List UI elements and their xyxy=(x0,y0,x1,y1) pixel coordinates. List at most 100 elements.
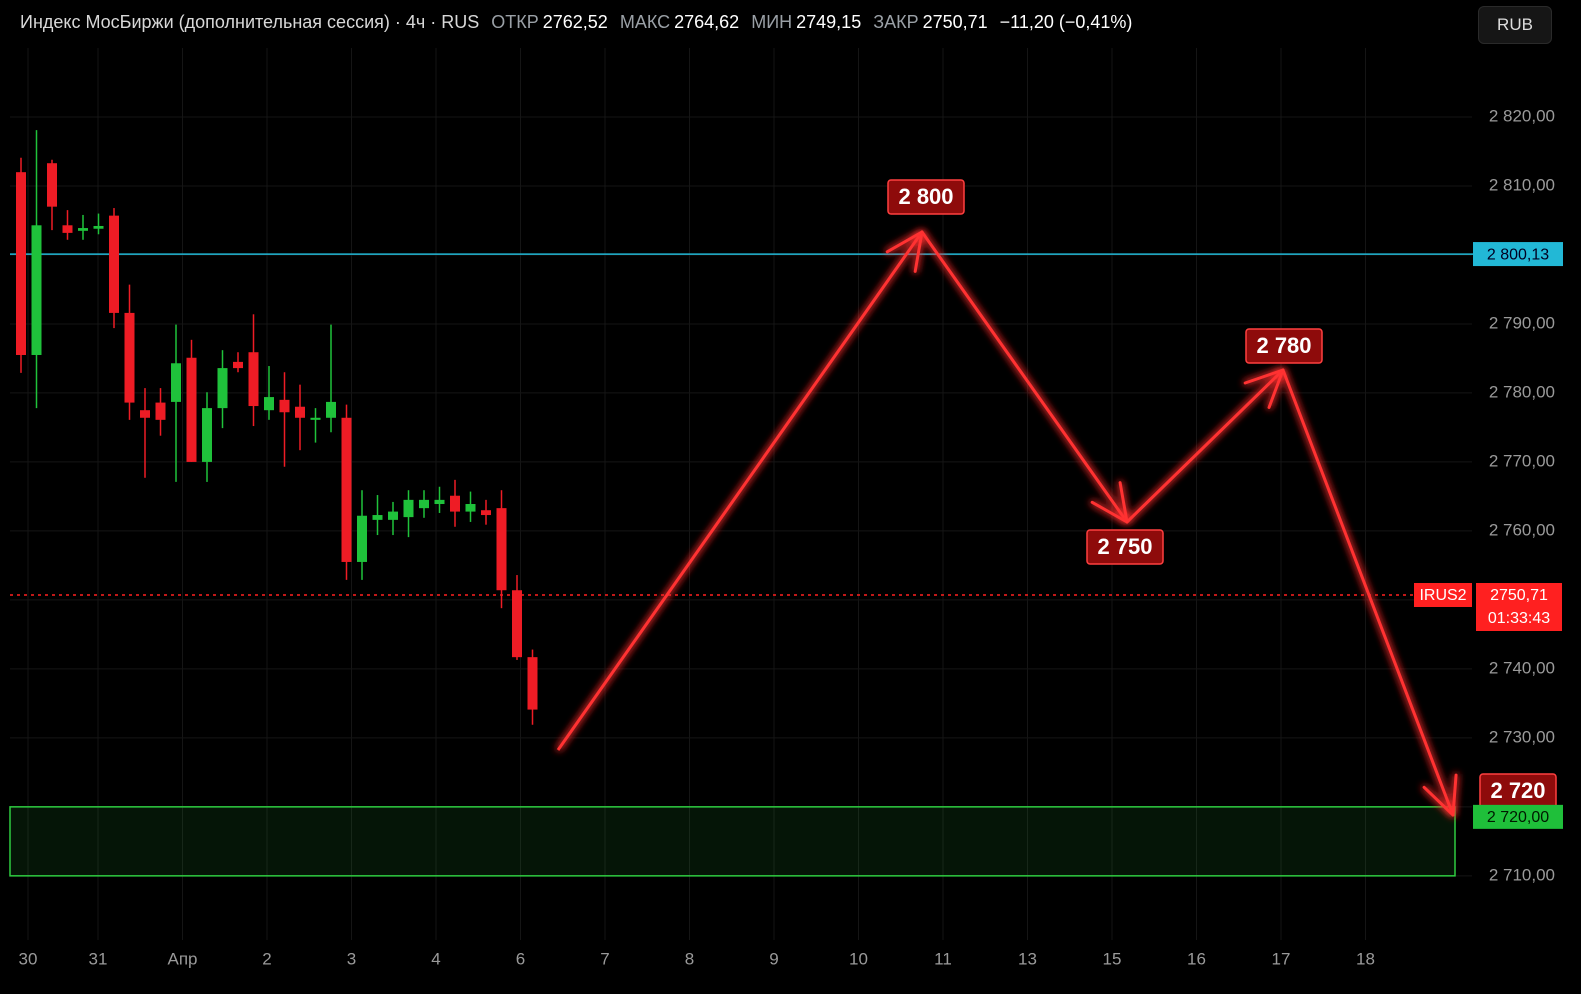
x-tick-label: 9 xyxy=(769,949,778,968)
arrow-head xyxy=(1090,500,1129,524)
price-tag-label: 2750,71 xyxy=(1490,587,1548,604)
zone-tag-label: 2 720,00 xyxy=(1487,809,1549,826)
x-tick-label: 15 xyxy=(1103,949,1122,968)
annotation-box xyxy=(1086,529,1164,565)
level-tag-label: 2 800,13 xyxy=(1487,246,1549,263)
x-tick-label: Апр xyxy=(168,949,198,968)
forecast xyxy=(556,230,1458,817)
candle-body xyxy=(388,511,398,520)
stat-value: 2764,62 xyxy=(674,12,740,32)
x-tick-label: 13 xyxy=(1018,949,1037,968)
price-name-tag xyxy=(1414,582,1472,607)
x-tick-label: 11 xyxy=(934,949,952,968)
candle-body xyxy=(372,515,383,520)
stat-label: ОТКР xyxy=(491,12,539,32)
candle-body xyxy=(527,657,538,710)
y-tick-label: 2 770,00 xyxy=(1489,451,1555,470)
x-tick-label: 2 xyxy=(262,949,271,968)
arrow-head xyxy=(885,230,924,254)
stat-value: 2762,52 xyxy=(542,12,608,32)
annotation-box xyxy=(1245,328,1323,364)
x-tick-label: 6 xyxy=(516,949,525,968)
target-zone xyxy=(9,806,1456,877)
annotation-label: 2 750 xyxy=(1097,534,1152,559)
candle-body xyxy=(326,401,336,418)
x-tick-label: 18 xyxy=(1356,949,1375,968)
candle-body xyxy=(295,406,305,418)
currency-button[interactable]: RUB xyxy=(1478,6,1552,44)
candle-body xyxy=(233,361,243,369)
annotation-label: 2 800 xyxy=(898,184,953,209)
x-tick-label: 4 xyxy=(431,949,440,968)
candle-body xyxy=(341,417,352,562)
annotation-label: 2 780 xyxy=(1256,333,1311,358)
stat-value: 2749,15 xyxy=(796,12,862,32)
candle-body xyxy=(310,417,321,420)
y-tick-label: 2 820,00 xyxy=(1489,106,1555,125)
candle-body xyxy=(171,363,181,402)
y-tick-label: 2 710,00 xyxy=(1489,865,1555,884)
candle-body xyxy=(279,399,290,413)
x-tick-label: 10 xyxy=(849,949,868,968)
candle-body xyxy=(78,228,88,231)
candle-body xyxy=(357,515,367,562)
candle-body xyxy=(62,225,73,233)
arrow-head xyxy=(1422,785,1455,817)
stat-value: 2750,71 xyxy=(922,12,988,32)
stat-label: МАКС xyxy=(619,12,671,32)
x-tick-label: 17 xyxy=(1272,949,1291,968)
y-tick-label: 2 810,00 xyxy=(1489,175,1555,194)
candle-body xyxy=(109,215,119,313)
x-tick-label: 30 xyxy=(19,949,38,968)
level-tag xyxy=(1473,242,1563,267)
arrow-head xyxy=(1118,481,1129,524)
candle-body xyxy=(202,408,212,462)
forecast-path xyxy=(556,230,1455,816)
candle-body xyxy=(465,504,476,512)
arrow-head xyxy=(913,230,924,273)
candle-body xyxy=(512,590,522,658)
arrow-head xyxy=(1243,368,1285,385)
candle-body xyxy=(264,397,274,411)
candle-body xyxy=(124,312,135,403)
y-tick-label: 2 780,00 xyxy=(1489,382,1555,401)
chart-title: Индекс МосБиржи (дополнительная сессия) … xyxy=(20,12,480,32)
candle-body xyxy=(47,163,57,207)
candle-body xyxy=(248,352,259,407)
candle-body xyxy=(155,402,166,420)
candle-body xyxy=(496,508,507,591)
candle-body xyxy=(140,410,150,418)
x-tick-label: 16 xyxy=(1187,949,1206,968)
x-tick-label: 3 xyxy=(347,949,356,968)
candle-body xyxy=(217,368,228,409)
price-tag xyxy=(1476,582,1562,631)
annotation-box xyxy=(887,179,965,215)
zone-tag xyxy=(1473,804,1563,829)
candle-body xyxy=(31,225,42,355)
candle-body xyxy=(450,495,460,512)
y-tick-label: 2 740,00 xyxy=(1489,658,1555,677)
candle-body xyxy=(186,357,197,462)
candle-body xyxy=(419,499,429,509)
candle-body xyxy=(93,225,104,229)
change: −11,20 (−0,41%) xyxy=(999,12,1133,32)
x-tick-label: 31 xyxy=(89,949,108,968)
candle-body xyxy=(434,499,445,505)
y-tick-label: 2 760,00 xyxy=(1489,520,1555,539)
x-tick-label: 7 xyxy=(600,949,609,968)
price-countdown: 01:33:43 xyxy=(1488,610,1550,627)
y-tick-label: 2 730,00 xyxy=(1489,727,1555,746)
y-tick-label: 2 790,00 xyxy=(1489,313,1555,332)
price-name: IRUS2 xyxy=(1419,587,1466,604)
x-tick-label: 8 xyxy=(685,949,694,968)
annotation-label: 2 720 xyxy=(1490,778,1545,803)
header: Индекс МосБиржи (дополнительная сессия) … xyxy=(20,12,1136,33)
stat-label: МИН xyxy=(751,12,793,32)
arrow-head xyxy=(1267,368,1285,409)
stat-label: ЗАКР xyxy=(873,12,919,32)
candle-body xyxy=(16,172,26,355)
candle-body xyxy=(403,499,414,518)
arrow-head xyxy=(1451,773,1458,817)
